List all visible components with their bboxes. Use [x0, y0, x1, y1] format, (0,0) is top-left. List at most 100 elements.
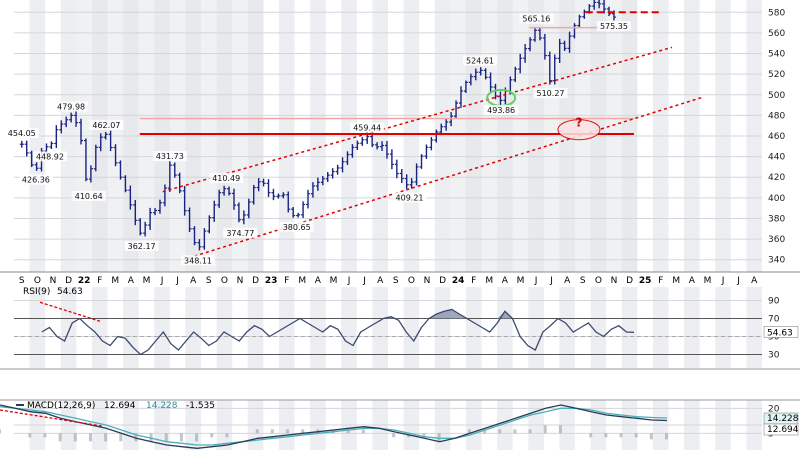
macd-histogram-bar [361, 429, 365, 434]
x-tick-label: M [704, 276, 712, 286]
rsi-month-band [91, 287, 108, 368]
price-annotation: 493.86 [487, 106, 515, 115]
rsi-month-band [341, 287, 357, 368]
rsi-month-band [684, 287, 700, 368]
macd-histogram-bar [225, 433, 229, 438]
rsi-month-band [29, 287, 46, 368]
x-tick-label: M [330, 276, 338, 286]
annotation-bg [392, 192, 427, 203]
price-annotation: 462.07 [92, 121, 120, 130]
rsi-indicator-label: RSI(9) [23, 287, 50, 297]
annotation-bg [533, 88, 568, 99]
price-annotation: 524.61 [466, 56, 494, 65]
annotation-bg [124, 240, 159, 251]
x-tick-label: F [284, 276, 289, 286]
x-tick-label: 23 [265, 276, 278, 286]
macd-histogram-bar [528, 429, 532, 434]
rsi-month-band [528, 287, 544, 368]
macd-histogram-bar [513, 429, 517, 434]
x-tick-label: 22 [78, 276, 91, 286]
rsi-month-band [434, 287, 451, 368]
x-tick-label: A [315, 276, 322, 286]
macd-histogram-bar [649, 433, 653, 440]
y-tick-label: 580 [768, 8, 785, 18]
rsi-month-band [154, 287, 170, 368]
macd-signal-line [0, 406, 668, 446]
x-tick-label: O [34, 276, 41, 286]
macd-tick-label: 20 [768, 404, 780, 414]
x-tick-label: F [97, 276, 102, 286]
price-annotation: 374.77 [226, 229, 254, 238]
x-tick-label: O [595, 276, 602, 286]
annotation-bg [18, 174, 53, 185]
macd-panel: 5102014.22812.694MACD(12,26,9)12.69414.2… [0, 399, 800, 450]
macd-line [0, 404, 668, 449]
annotation-bg [223, 227, 258, 238]
price-annotation: 426.36 [22, 176, 50, 185]
annotation-bg [596, 21, 631, 32]
x-tick-label: D [626, 276, 633, 286]
macd-value-1: 12.694 [104, 401, 136, 411]
rsi-value-tag: 54.63 [767, 328, 793, 338]
rsi-background [0, 287, 800, 368]
annotation-bg [152, 151, 187, 162]
x-tick-label: A [502, 276, 509, 286]
macd-histogram-bar [665, 433, 668, 440]
macd-histogram-bar [164, 433, 168, 442]
x-tick-label: O [221, 276, 228, 286]
macd-histogram-bar [619, 433, 623, 438]
x-tick-label: J [362, 276, 366, 286]
macd-histogram-bar [104, 433, 108, 442]
macd-value-2: 14.228 [146, 401, 178, 411]
rsi-month-band [247, 287, 264, 368]
price-annotation: 431.73 [156, 152, 184, 161]
macd-divergence-line [0, 409, 103, 427]
macd-histogram-bar [0, 429, 1, 434]
rsi-month-band [372, 287, 388, 368]
annotation-bg [209, 173, 244, 184]
x-tick-label: M [485, 276, 493, 286]
price-annotation: 362.17 [128, 242, 156, 251]
x-tick-label: A [190, 276, 197, 286]
question-mark: ? [575, 116, 582, 130]
macd-histogram-bar [346, 429, 350, 434]
x-tick-label: S [580, 276, 586, 286]
macd-value-tag: 12.694 [767, 425, 799, 435]
x-tick-label: A [564, 276, 571, 286]
x-tick-label: N [611, 276, 618, 286]
x-tick-label: J [721, 276, 725, 286]
macd-histogram-bar [392, 433, 396, 438]
price-annotation: 565.16 [522, 15, 550, 24]
rsi-month-band [310, 287, 326, 368]
macd-histogram-bar [483, 429, 487, 434]
price-annotation: 448.92 [36, 152, 64, 161]
x-tick-label: M [298, 276, 306, 286]
x-tick-label: S [393, 276, 399, 286]
annotation-bg [4, 128, 39, 139]
price-annotation: 348.11 [184, 256, 212, 265]
macd-histogram-bar [558, 425, 562, 434]
rsi-month-band [60, 287, 77, 368]
macd-histogram-bar [149, 433, 153, 442]
annotation-bg [463, 55, 498, 66]
macd-histogram-bar [543, 425, 547, 434]
macd-histogram-bar [467, 429, 471, 434]
annotation-bg [279, 221, 314, 232]
x-tick-label: A [689, 276, 696, 286]
rsi-month-band [652, 287, 669, 368]
macd-histogram-bar [589, 433, 593, 438]
rsi-month-band [715, 287, 731, 368]
y-tick-label: 540 [768, 50, 785, 60]
y-tick-label: 520 [768, 70, 785, 80]
x-tick-label: J [549, 276, 553, 286]
annotation-bg [32, 151, 67, 162]
x-tick-label: J [175, 276, 179, 286]
x-tick-label: M [111, 276, 119, 286]
macd-histogram-bar [604, 433, 608, 438]
x-tick-label: A [128, 276, 135, 286]
x-tick-label: J [736, 276, 740, 286]
y-tick-label: 560 [768, 29, 785, 39]
rsi-tick-label: 90 [768, 297, 780, 307]
